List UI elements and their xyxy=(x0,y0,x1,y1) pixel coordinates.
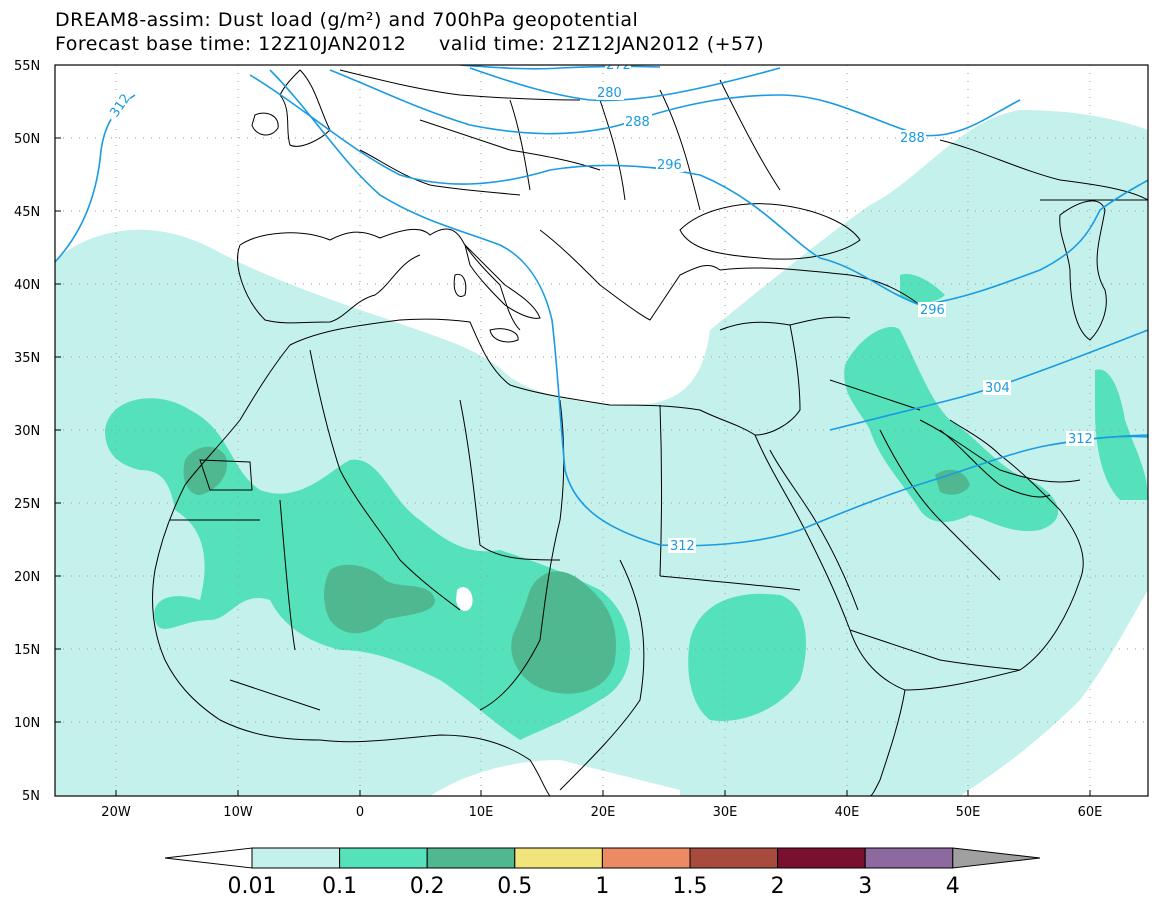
contour-label-272: 272 xyxy=(606,58,631,73)
colorbar-label: 0.5 xyxy=(497,874,532,899)
longitude-labels: 20W 10W 0 10E 20E 30E 40E 50E 60E xyxy=(101,805,1102,820)
colorbar-label: 1.5 xyxy=(673,874,708,899)
lon-label: 0 xyxy=(356,805,364,820)
lon-label: 10W xyxy=(223,805,253,820)
colorbar-segment xyxy=(339,847,428,869)
lon-label: 60E xyxy=(1078,805,1103,820)
colorbar: 0.01 0.1 0.2 0.5 1 1.5 2 3 4 xyxy=(164,847,1041,899)
lon-label: 50E xyxy=(956,805,981,820)
map-subtitle: Forecast base time: 12Z10JAN2012 valid t… xyxy=(55,33,765,55)
lat-label: 30N xyxy=(14,424,40,439)
colorbar-segment xyxy=(514,847,603,869)
colorbar-label: 0.1 xyxy=(322,874,357,899)
dust-shade-high xyxy=(324,564,435,634)
contour-labels: 312 272 280 288 296 288 296 304 312 312 xyxy=(104,58,1094,554)
lat-label: 35N xyxy=(14,351,40,366)
lat-label: 40N xyxy=(14,278,40,293)
axis-ticks xyxy=(55,64,1091,796)
contour-296 xyxy=(249,74,1148,306)
dust-shade-mid xyxy=(1095,369,1148,500)
dust-shade-mid xyxy=(688,593,806,721)
dust-gap xyxy=(960,590,1148,796)
dust-shade-mid xyxy=(900,274,945,303)
lon-label: 30E xyxy=(713,805,738,820)
map-plot-area: 312 272 280 288 296 288 296 304 312 312 xyxy=(55,58,1148,796)
lon-label: 20W xyxy=(101,805,131,820)
colorbar-segment xyxy=(864,847,954,869)
contour-280 xyxy=(469,67,781,102)
colorbar-label: 4 xyxy=(946,874,960,899)
colorbar-label: 0.01 xyxy=(228,874,277,899)
lat-label: 5N xyxy=(22,789,40,804)
lat-label: 10N xyxy=(14,716,40,731)
dust-shade-high xyxy=(183,446,228,495)
contour-312-east xyxy=(1049,434,1148,446)
contour-label-280: 280 xyxy=(597,86,622,101)
colorbar-label: 0.2 xyxy=(410,874,445,899)
dust-gap xyxy=(456,587,473,612)
colorbar-segment xyxy=(689,847,779,869)
latitude-labels: 55N 50N 45N 40N 35N 30N 25N 20N 15N 10N … xyxy=(14,59,40,804)
contour-272 xyxy=(459,65,661,70)
dust-gap xyxy=(430,760,680,796)
colorbar-min-arrow xyxy=(164,847,253,869)
lon-label: 20E xyxy=(591,805,616,820)
colorbar-segment xyxy=(251,847,341,869)
colorbar-label: 1 xyxy=(595,874,609,899)
contour-label-304: 304 xyxy=(985,381,1010,396)
colorbar-segment xyxy=(777,847,866,869)
lat-label: 15N xyxy=(14,643,40,658)
dust-shade-mid xyxy=(844,326,1059,532)
map-title: DREAM8-assim: Dust load (g/m²) and 700hP… xyxy=(55,9,639,31)
lon-label: 10E xyxy=(469,805,494,820)
lat-label: 55N xyxy=(14,59,40,74)
colorbar-segment xyxy=(426,847,516,869)
colorbar-label: 3 xyxy=(858,874,872,899)
contour-label-296-east: 296 xyxy=(920,303,945,318)
colorbar-segment xyxy=(601,847,691,869)
lat-label: 50N xyxy=(14,132,40,147)
colorbar-max-arrow xyxy=(952,847,1041,869)
lat-label: 45N xyxy=(14,205,40,220)
contour-312-south xyxy=(269,69,1148,547)
coastlines xyxy=(151,69,1148,796)
contour-label-288-east: 288 xyxy=(900,131,925,146)
colorbar-label: 2 xyxy=(771,874,785,899)
dust-shade-high xyxy=(511,571,616,694)
contour-label-296: 296 xyxy=(657,158,682,173)
contour-label-288: 288 xyxy=(625,115,650,130)
lon-label: 40E xyxy=(835,805,860,820)
contour-label-312-south: 312 xyxy=(670,539,695,554)
lat-label: 25N xyxy=(14,497,40,512)
lat-label: 20N xyxy=(14,570,40,585)
contour-label-312-east: 312 xyxy=(1068,432,1093,447)
